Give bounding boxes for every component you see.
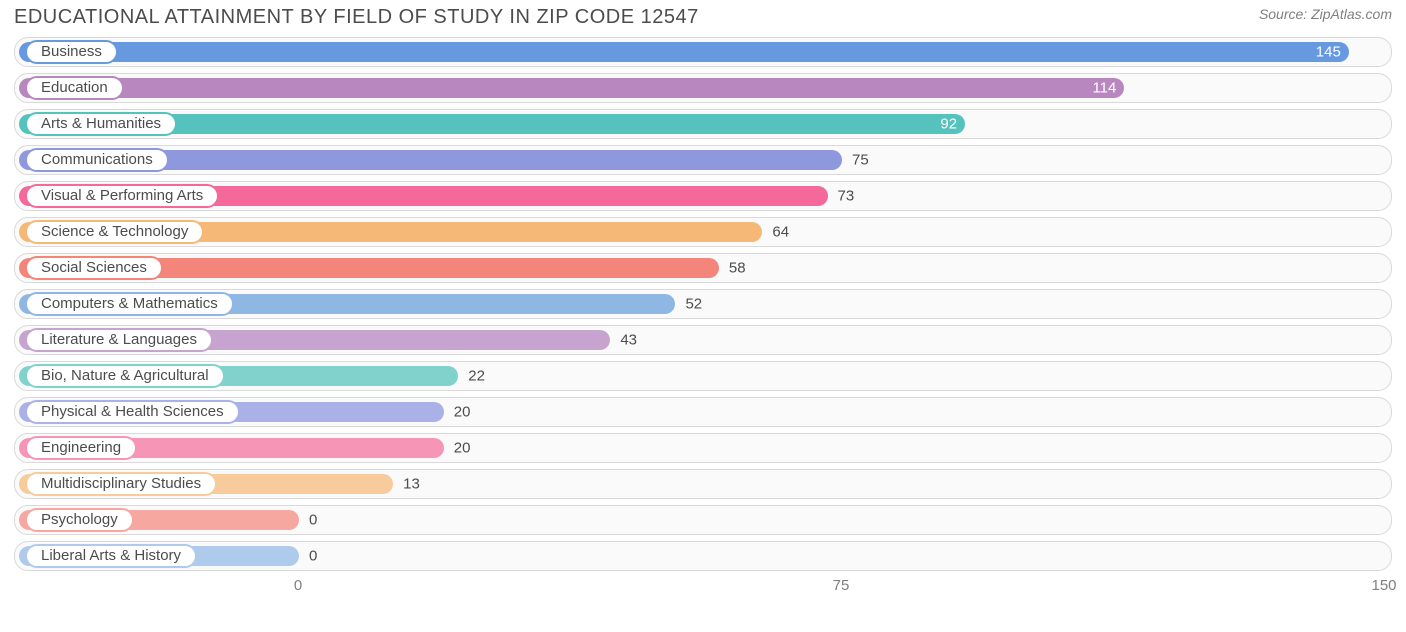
bar-row: Multidisciplinary Studies 13: [14, 469, 1392, 499]
value-label: 58: [729, 260, 746, 277]
bar-track: Engineering 20: [14, 433, 1392, 463]
bar-track: Multidisciplinary Studies 13: [14, 469, 1392, 499]
bar-track: Arts & Humanities 92: [14, 109, 1392, 139]
bar-track: Science & Technology 64: [14, 217, 1392, 247]
x-axis-tick: 0: [294, 577, 302, 594]
bar-row: Arts & Humanities 92: [14, 109, 1392, 139]
bar-track: Bio, Nature & Agricultural 22: [14, 361, 1392, 391]
bar-row: Literature & Languages 43: [14, 325, 1392, 355]
category-pill: Social Sciences: [25, 256, 163, 280]
value-label: 20: [454, 404, 471, 421]
bar-row: Social Sciences 58: [14, 253, 1392, 283]
bar-fill: [19, 42, 1349, 62]
category-pill: Literature & Languages: [25, 328, 213, 352]
value-label: 145: [1316, 44, 1341, 61]
bar-row: Science & Technology 64: [14, 217, 1392, 247]
value-label: 73: [838, 188, 855, 205]
value-label: 0: [309, 512, 317, 529]
category-pill: Bio, Nature & Agricultural: [25, 364, 225, 388]
category-pill: Education: [25, 76, 124, 100]
bar-track: Literature & Languages 43: [14, 325, 1392, 355]
bar-fill: [19, 78, 1124, 98]
chart-header: EDUCATIONAL ATTAINMENT BY FIELD OF STUDY…: [0, 0, 1406, 33]
bar-row: Psychology 0: [14, 505, 1392, 535]
bar-row: Physical & Health Sciences 20: [14, 397, 1392, 427]
category-pill: Engineering: [25, 436, 137, 460]
bar-row: Visual & Performing Arts 73: [14, 181, 1392, 211]
x-axis-tick: 75: [833, 577, 850, 594]
bar-row: Engineering 20: [14, 433, 1392, 463]
bar-track: Psychology 0: [14, 505, 1392, 535]
bar-track: Social Sciences 58: [14, 253, 1392, 283]
bar-row: Computers & Mathematics 52: [14, 289, 1392, 319]
category-pill: Liberal Arts & History: [25, 544, 197, 568]
bar-track: Communications 75: [14, 145, 1392, 175]
value-label: 75: [852, 152, 869, 169]
value-label: 92: [940, 116, 957, 133]
value-label: 22: [468, 368, 485, 385]
category-pill: Multidisciplinary Studies: [25, 472, 217, 496]
value-label: 64: [772, 224, 789, 241]
chart-source: Source: ZipAtlas.com: [1259, 6, 1392, 22]
category-pill: Science & Technology: [25, 220, 204, 244]
category-pill: Communications: [25, 148, 169, 172]
bar-track: Liberal Arts & History 0: [14, 541, 1392, 571]
bar-track: Education 114: [14, 73, 1392, 103]
bar-track: Business 145: [14, 37, 1392, 67]
bar-row: Business 145: [14, 37, 1392, 67]
category-pill: Visual & Performing Arts: [25, 184, 219, 208]
value-label: 43: [620, 332, 637, 349]
chart-title: EDUCATIONAL ATTAINMENT BY FIELD OF STUDY…: [14, 6, 699, 29]
category-pill: Business: [25, 40, 118, 64]
bar-track: Computers & Mathematics 52: [14, 289, 1392, 319]
category-pill: Physical & Health Sciences: [25, 400, 240, 424]
bar-row: Education 114: [14, 73, 1392, 103]
value-label: 52: [685, 296, 702, 313]
bar-row: Bio, Nature & Agricultural 22: [14, 361, 1392, 391]
x-axis: 075150: [14, 577, 1392, 597]
x-axis-tick: 150: [1371, 577, 1396, 594]
value-label: 20: [454, 440, 471, 457]
category-pill: Computers & Mathematics: [25, 292, 234, 316]
value-label: 13: [403, 476, 420, 493]
category-pill: Arts & Humanities: [25, 112, 177, 136]
value-label: 0: [309, 548, 317, 565]
bar-row: Communications 75: [14, 145, 1392, 175]
bar-row: Liberal Arts & History 0: [14, 541, 1392, 571]
value-label: 114: [1092, 80, 1116, 97]
category-pill: Psychology: [25, 508, 134, 532]
bar-track: Visual & Performing Arts 73: [14, 181, 1392, 211]
bar-track: Physical & Health Sciences 20: [14, 397, 1392, 427]
chart-area: Business 145 Education 114 Arts & Humanities…: [0, 33, 1406, 571]
